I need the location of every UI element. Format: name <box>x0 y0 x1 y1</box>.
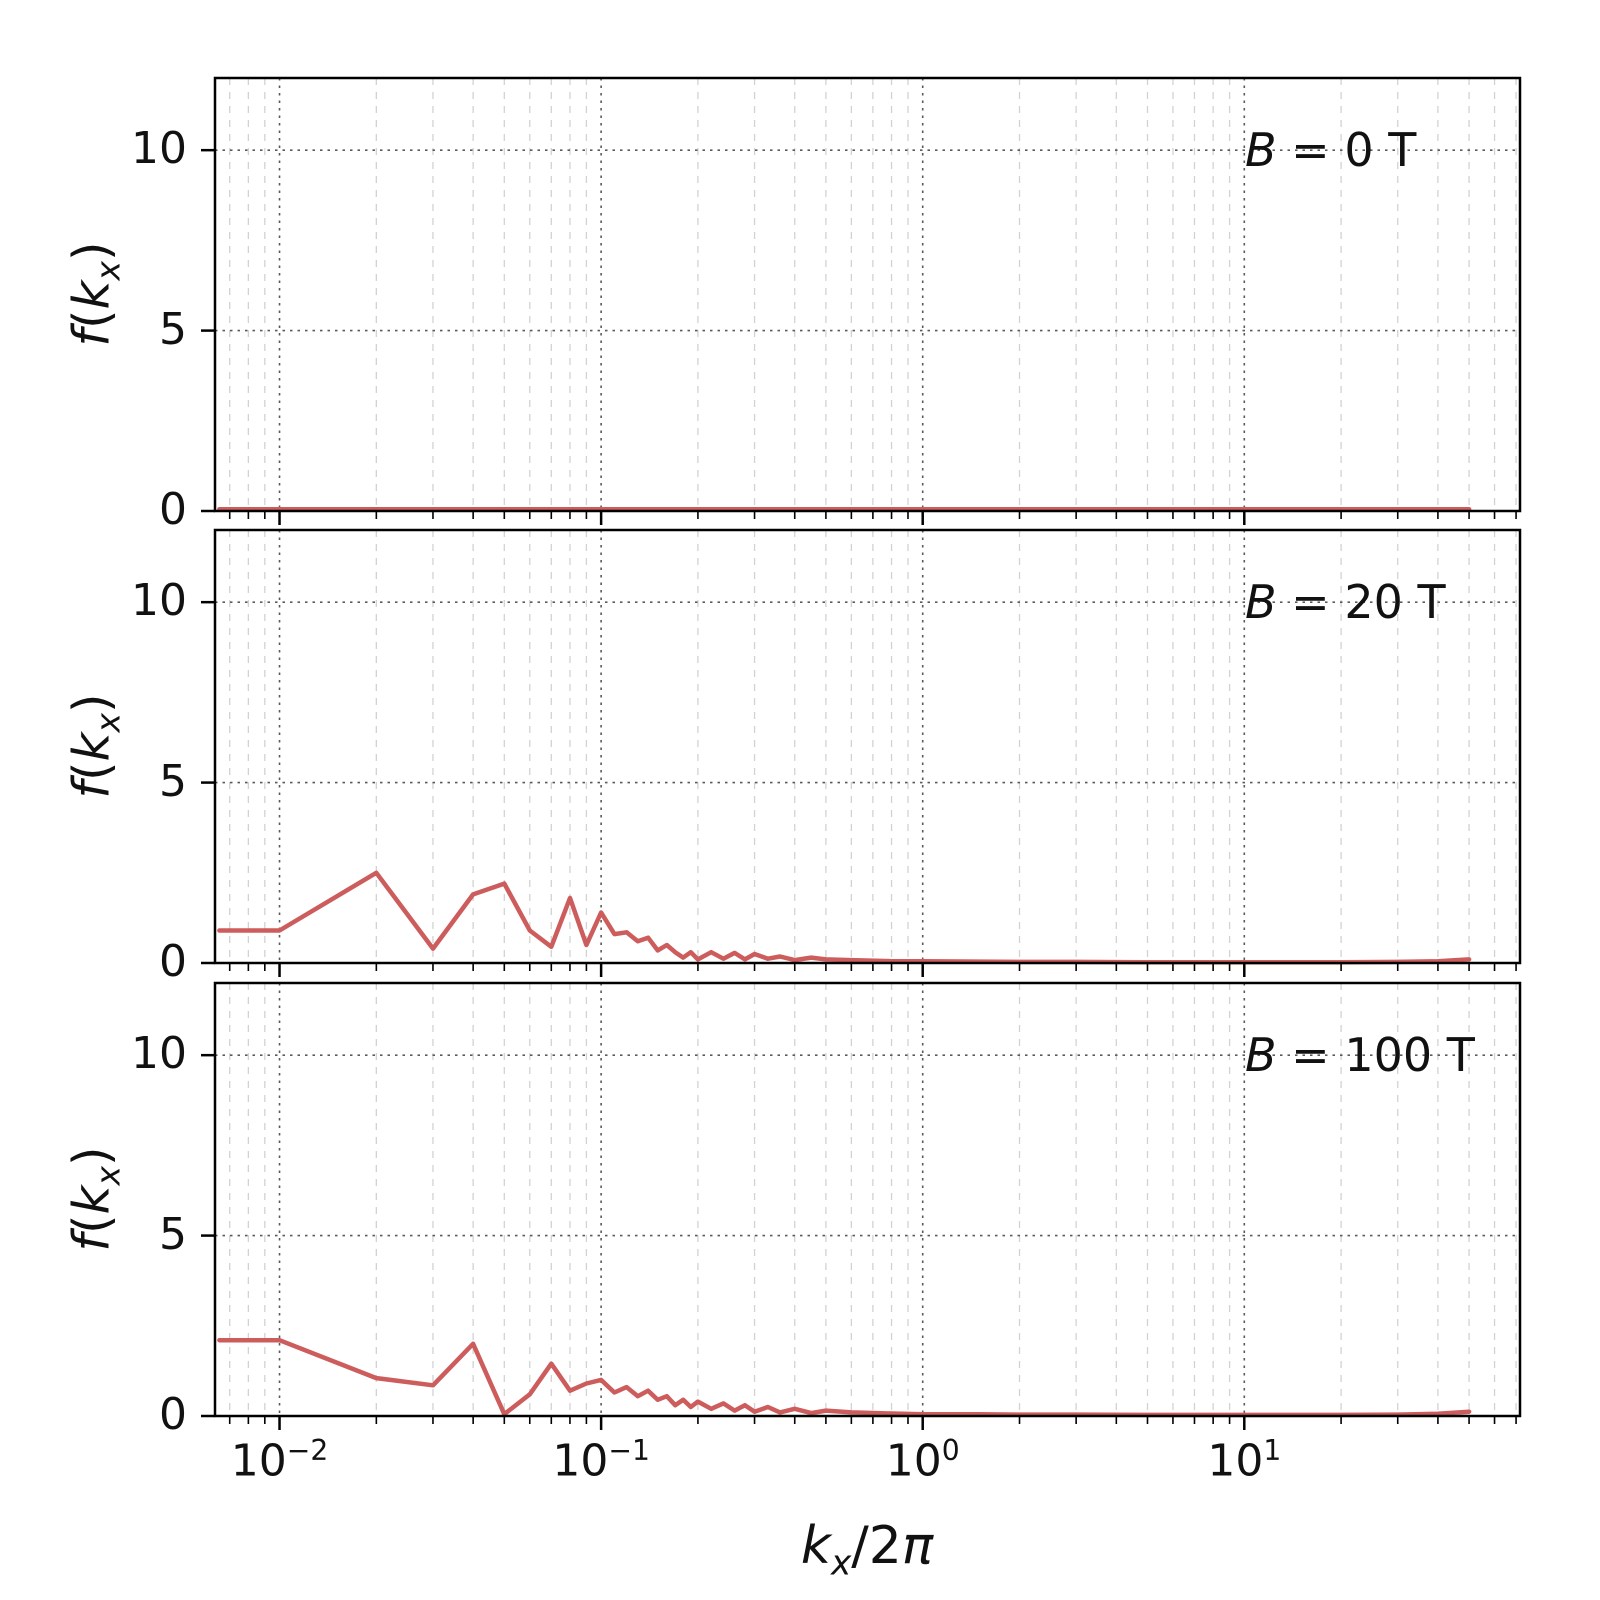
ylabel-sub-x: x <box>88 712 128 733</box>
xlabel-pi: π <box>901 1516 934 1576</box>
y-tick-label: 5 <box>159 303 187 355</box>
panel-border-2 <box>213 981 1522 1418</box>
data-line-1 <box>217 870 1472 965</box>
panel-annotation-2: B = 100 T <box>1245 1028 1475 1082</box>
annotation-value: = 0 T <box>1276 123 1417 177</box>
y-tick-label: 0 <box>159 484 187 535</box>
ylabel-paren-close: ) <box>62 1146 121 1166</box>
xlabel-k: k <box>800 1516 831 1576</box>
data-line-2 <box>217 1337 1472 1418</box>
x-tick-label: 10−2 <box>231 1434 329 1487</box>
ylabel-paren-close: ) <box>62 693 121 713</box>
annotation-value: = 20 T <box>1276 575 1446 629</box>
annotation-variable: B <box>1245 575 1277 629</box>
y-tick-label: 10 <box>131 575 187 627</box>
y-tick-label: 0 <box>159 1389 187 1440</box>
y-tick-label: 0 <box>159 936 187 987</box>
annotation-variable: B <box>1245 123 1277 177</box>
annotation-value: = 100 T <box>1276 1028 1475 1082</box>
x-tick-label: 101 <box>1207 1434 1281 1487</box>
ylabel-sub-x: x <box>88 260 128 281</box>
y-tick-label: 5 <box>159 755 187 807</box>
x-tick-base: 10 <box>1207 1435 1264 1487</box>
panel-annotation-1: B = 20 T <box>1245 575 1446 629</box>
y-tick-label: 5 <box>159 1208 187 1260</box>
x-tick-base: 10 <box>885 1435 942 1487</box>
annotation-variable: B <box>1245 1028 1277 1082</box>
y-tick-label: 10 <box>131 1028 187 1080</box>
ylabel-paren-close: ) <box>62 241 121 261</box>
x-tick-base: 10 <box>552 1435 609 1487</box>
x-tick-label: 100 <box>886 1434 960 1487</box>
ylabel-sub-x: x <box>88 1165 128 1186</box>
x-tick-label: 10−1 <box>552 1434 650 1487</box>
x-axis-label: kx/2π <box>801 1516 933 1583</box>
x-tick-exponent: 0 <box>941 1434 960 1467</box>
panel-annotation-0: B = 0 T <box>1245 123 1416 177</box>
panel-border-1 <box>213 528 1522 965</box>
y-tick-label: 10 <box>131 123 187 175</box>
x-tick-base: 10 <box>230 1435 287 1487</box>
panel-border-0 <box>213 76 1522 513</box>
xlabel-sub-x: x <box>830 1543 852 1584</box>
x-tick-exponent: 1 <box>1263 1434 1282 1467</box>
x-tick-exponent: −2 <box>286 1434 329 1467</box>
x-tick-exponent: −1 <box>608 1434 650 1467</box>
xlabel-over-two: /2 <box>851 1516 902 1576</box>
